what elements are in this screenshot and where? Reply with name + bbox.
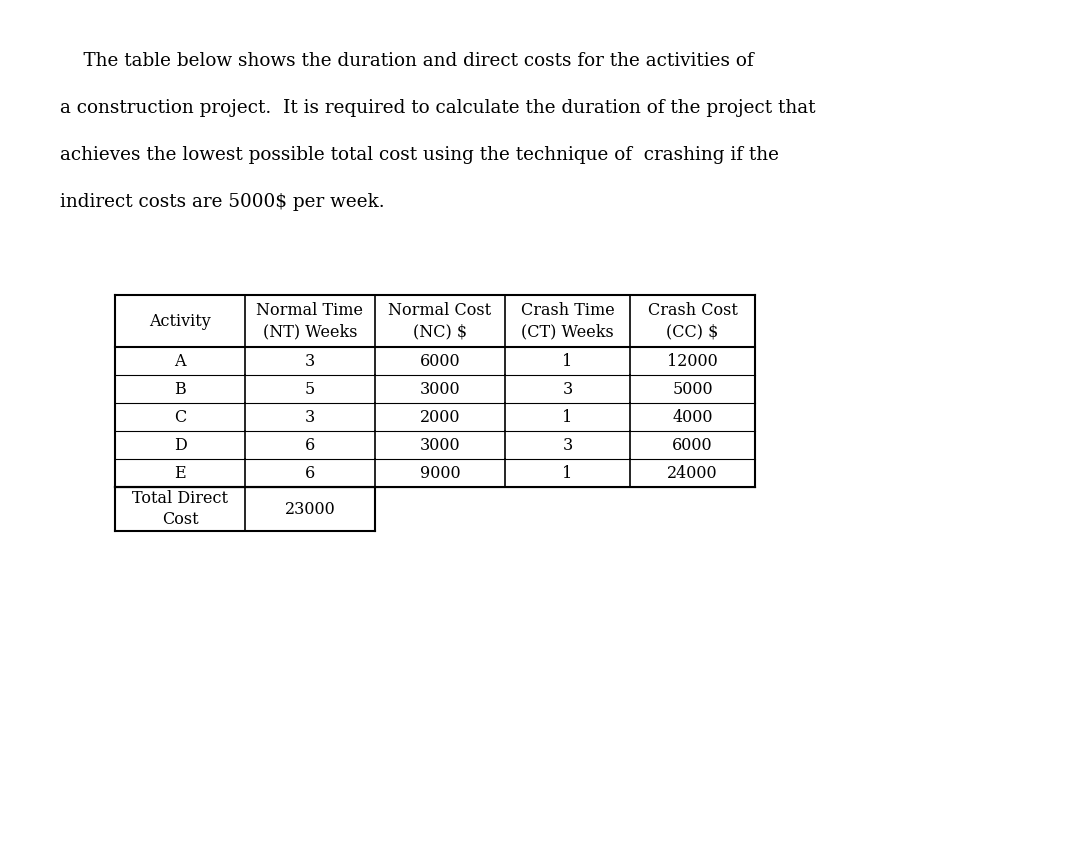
Text: 24000: 24000: [667, 465, 718, 482]
Text: 3: 3: [305, 408, 315, 426]
Text: 3000: 3000: [420, 380, 461, 397]
Text: Normal Time
(NT) Weeks: Normal Time (NT) Weeks: [257, 302, 364, 340]
Text: 6: 6: [305, 437, 315, 454]
Text: Total Direct
Cost: Total Direct Cost: [132, 490, 228, 528]
Text: a construction project.  It is required to calculate the duration of the project: a construction project. It is required t…: [60, 99, 816, 117]
Text: 5000: 5000: [672, 380, 713, 397]
Text: indirect costs are 5000$ per week.: indirect costs are 5000$ per week.: [60, 193, 384, 211]
Text: B: B: [174, 380, 186, 397]
Text: A: A: [174, 352, 186, 369]
Text: E: E: [174, 465, 186, 482]
Text: 2000: 2000: [420, 408, 461, 426]
Text: 1: 1: [562, 408, 573, 426]
Text: Crash Cost
(CC) $: Crash Cost (CC) $: [647, 302, 737, 340]
Text: 3: 3: [305, 352, 315, 369]
Text: 6000: 6000: [672, 437, 713, 454]
Text: 6000: 6000: [420, 352, 461, 369]
Text: 6: 6: [305, 465, 315, 482]
Text: Crash Time
(CT) Weeks: Crash Time (CT) Weeks: [521, 302, 614, 340]
Text: 3: 3: [562, 437, 573, 454]
Text: 5: 5: [305, 380, 315, 397]
Text: 3: 3: [562, 380, 573, 397]
Text: 12000: 12000: [667, 352, 718, 369]
Bar: [115, 487, 375, 531]
Text: Normal Cost
(NC) $: Normal Cost (NC) $: [388, 302, 492, 340]
Text: 1: 1: [562, 352, 573, 369]
Text: The table below shows the duration and direct costs for the activities of: The table below shows the duration and d…: [60, 52, 753, 70]
Text: C: C: [174, 408, 186, 426]
Text: Activity: Activity: [149, 312, 210, 329]
Text: 9000: 9000: [420, 465, 461, 482]
Text: 23000: 23000: [285, 500, 336, 517]
Text: 3000: 3000: [420, 437, 461, 454]
Text: D: D: [174, 437, 187, 454]
Text: achieves the lowest possible total cost using the technique of  crashing if the: achieves the lowest possible total cost …: [60, 146, 779, 164]
Text: 1: 1: [562, 465, 573, 482]
Bar: [115, 295, 755, 487]
Text: 4000: 4000: [672, 408, 713, 426]
